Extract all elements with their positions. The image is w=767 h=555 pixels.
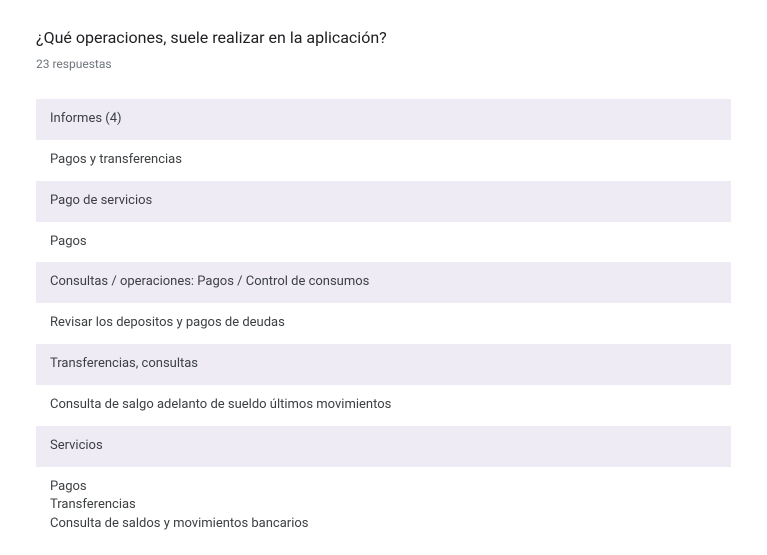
response-row: Servicios [36,426,731,467]
response-row: Revisar los depositos y pagos de deudas [36,303,731,344]
response-row: Consulta de salgo adelanto de sueldo últ… [36,385,731,426]
response-count: 23 respuestas [36,57,731,71]
response-row: Informes (4) [36,99,731,140]
question-title: ¿Qué operaciones, suele realizar en la a… [36,28,731,47]
responses-container: Informes (4)Pagos y transferenciasPago d… [36,99,731,539]
response-row: Consultas / operaciones: Pagos / Control… [36,262,731,303]
question-card: ¿Qué operaciones, suele realizar en la a… [0,0,767,539]
response-row: Pagos [36,222,731,263]
response-row: Pagos Transferencias Consulta de saldos … [36,467,731,539]
response-row: Transferencias, consultas [36,344,731,385]
response-row: Pagos y transferencias [36,140,731,181]
responses-scroll[interactable]: Informes (4)Pagos y transferenciasPago d… [36,99,731,539]
response-row: Pago de servicios [36,181,731,222]
